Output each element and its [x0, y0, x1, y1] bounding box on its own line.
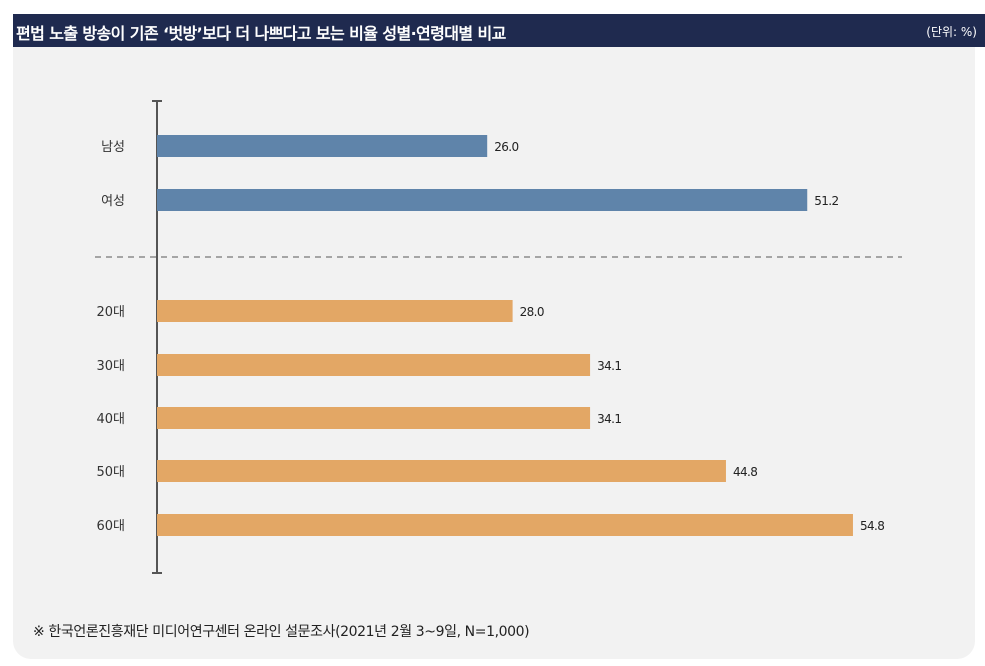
unit-label: (단위: %) — [926, 25, 977, 39]
bar-60대 — [157, 514, 853, 536]
bar-여성 — [157, 189, 808, 211]
category-label: 30대 — [96, 359, 125, 374]
category-label: 50대 — [96, 465, 125, 480]
category-label: 여성 — [101, 194, 125, 209]
category-label: 20대 — [96, 305, 125, 320]
bar-30대 — [157, 354, 591, 376]
value-label: 28.0 — [520, 305, 544, 319]
source-note: ※ 한국언론진흥재단 미디어연구센터 온라인 설문조사(2021년 2월 3~9… — [33, 624, 530, 640]
chart-title: 편법 노출 방송이 기존 ‘벗방’보다 더 나쁘다고 보는 비율 성별·연령대별… — [16, 24, 506, 43]
title-bar: 편법 노출 방송이 기존 ‘벗방’보다 더 나쁘다고 보는 비율 성별·연령대별… — [13, 14, 985, 47]
value-label: 34.1 — [597, 412, 621, 426]
bar-20대 — [157, 300, 513, 322]
bar-남성 — [157, 135, 488, 157]
category-label: 60대 — [96, 519, 125, 534]
value-label: 44.8 — [733, 465, 757, 479]
value-label: 51.2 — [814, 194, 838, 208]
category-label: 40대 — [96, 412, 125, 427]
value-label: 54.8 — [860, 519, 884, 533]
bar-40대 — [157, 407, 591, 429]
value-label: 34.1 — [597, 359, 621, 373]
category-label: 남성 — [101, 140, 125, 155]
value-label: 26.0 — [494, 140, 518, 154]
bar-50대 — [157, 460, 726, 482]
